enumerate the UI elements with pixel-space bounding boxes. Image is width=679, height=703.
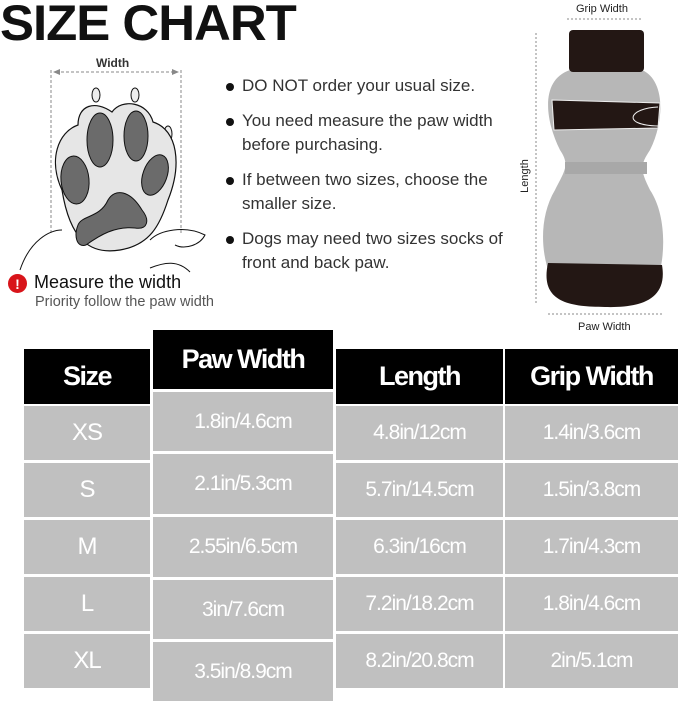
cell-grip-width: 1.4in/3.6cm — [505, 406, 678, 460]
sock-icon — [535, 18, 664, 315]
tips-list: DO NOT order your usual size. You need m… — [226, 74, 516, 286]
bullet-icon — [226, 117, 234, 126]
cell-grip-width: 1.8in/4.6cm — [505, 577, 678, 631]
cell-paw-width: 3in/7.6cm — [153, 580, 333, 639]
cell-size: M — [24, 520, 150, 574]
header-length: Length — [336, 349, 503, 404]
cell-paw-width: 3.5in/8.9cm — [153, 642, 333, 701]
tip-item: You need measure the paw width before pu… — [226, 109, 516, 158]
exclamation-circle-icon: ! — [8, 274, 27, 293]
cell-paw-width: 2.55in/6.5cm — [153, 517, 333, 577]
cell-size: XS — [24, 406, 150, 460]
tip-item: If between two sizes, choose the smaller… — [226, 168, 516, 217]
cell-grip-width: 1.5in/3.8cm — [505, 463, 678, 517]
cell-length: 7.2in/18.2cm — [336, 577, 503, 631]
grip-width-label: Grip Width — [576, 3, 628, 15]
header-grip-width: Grip Width — [505, 349, 678, 404]
paw-icon — [19, 69, 206, 273]
bullet-icon — [226, 176, 234, 185]
cell-length: 6.3in/16cm — [336, 520, 503, 574]
bullet-icon — [226, 83, 234, 91]
page-title: SIZE CHART — [0, 0, 297, 51]
measure-subtitle: Priority follow the paw width — [35, 294, 214, 310]
measure-title: Measure the width — [34, 272, 182, 292]
cell-paw-width: 2.1in/5.3cm — [153, 454, 333, 514]
cell-length: 4.8in/12cm — [336, 406, 503, 460]
paw-width-label: Paw Width — [578, 321, 631, 333]
cell-length: 5.7in/14.5cm — [336, 463, 503, 517]
tip-item: DO NOT order your usual size. — [226, 74, 516, 99]
header-size: Size — [24, 349, 150, 404]
cell-paw-width: 1.8in/4.6cm — [153, 392, 333, 451]
cell-size: S — [24, 463, 150, 517]
width-label: Width — [96, 56, 130, 70]
cell-size: L — [24, 577, 150, 631]
paw-diagram: Width — [0, 50, 230, 280]
cell-length: 8.2in/20.8cm — [336, 634, 503, 688]
header-paw-width: Paw Width — [153, 330, 333, 389]
tip-item: Dogs may need two sizes socks of front a… — [226, 227, 516, 276]
cell-size: XL — [24, 634, 150, 688]
bullet-icon — [226, 235, 234, 244]
cell-grip-width: 2in/5.1cm — [505, 634, 678, 688]
cell-grip-width: 1.7in/4.3cm — [505, 520, 678, 574]
